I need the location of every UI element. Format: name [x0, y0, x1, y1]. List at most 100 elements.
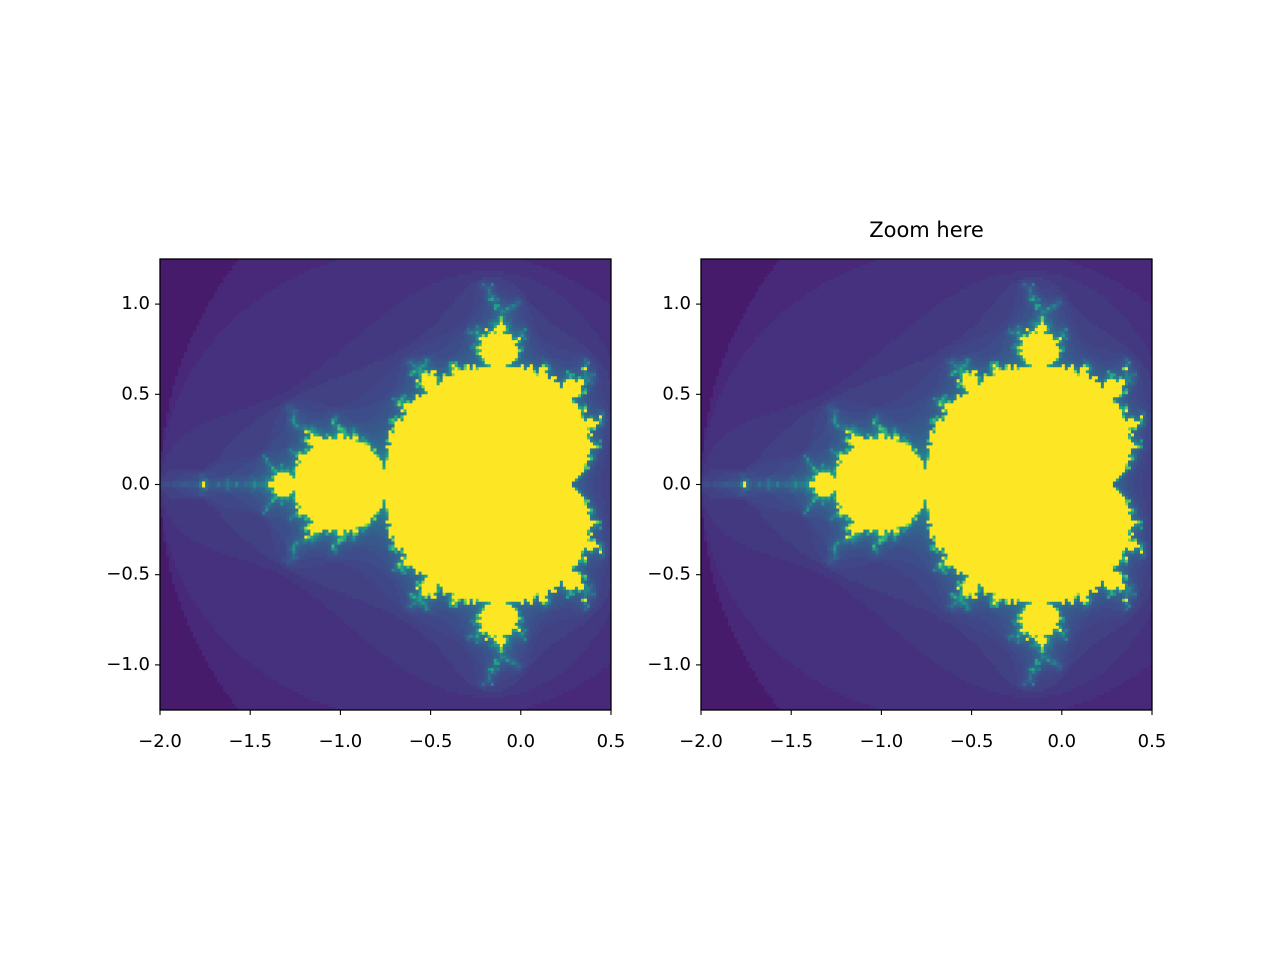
image-cell — [457, 274, 522, 278]
image-cell — [169, 418, 212, 422]
image-cell — [469, 313, 477, 317]
image-cell — [1046, 271, 1099, 275]
image-cell — [508, 322, 513, 326]
image-cell — [385, 463, 585, 467]
image-cell — [388, 568, 392, 573]
image-cell — [992, 370, 1075, 374]
image-cell — [475, 289, 483, 293]
image-cell — [583, 499, 591, 503]
image-cell — [701, 340, 732, 344]
x-tick-label: −2.0 — [138, 731, 182, 752]
image-cell — [583, 478, 588, 482]
image-cell — [547, 601, 552, 606]
image-cell — [298, 559, 362, 564]
image-cell — [595, 529, 600, 534]
image-cell — [160, 382, 176, 386]
image-cell — [400, 301, 456, 305]
image-cell — [583, 583, 588, 588]
image-cell — [373, 442, 383, 446]
image-cell — [1055, 343, 1060, 347]
image-cell — [169, 406, 176, 410]
image-cell — [430, 607, 450, 612]
image-cell — [280, 430, 287, 434]
image-cell — [505, 298, 516, 302]
image-cell — [1103, 376, 1108, 380]
image-cell — [532, 661, 573, 666]
image-cell — [292, 499, 296, 503]
image-cell — [250, 487, 254, 491]
image-cell — [391, 568, 395, 573]
image-cell — [1031, 304, 1036, 308]
image-cell — [604, 532, 612, 537]
image-cell — [526, 598, 534, 603]
image-cell — [334, 430, 338, 434]
image-cell — [595, 502, 600, 506]
image-cell — [241, 499, 257, 503]
image-cell — [382, 541, 386, 546]
image-cell — [235, 436, 272, 440]
image-cell — [538, 367, 549, 371]
image-cell — [160, 316, 203, 320]
image-cell — [373, 361, 398, 365]
image-cell — [604, 466, 612, 470]
image-cell — [301, 574, 365, 579]
image-cell — [580, 592, 585, 597]
image-cell — [295, 535, 299, 540]
image-cell — [352, 538, 356, 543]
image-cell — [541, 619, 558, 624]
image-cell — [493, 676, 498, 681]
image-cell — [328, 421, 332, 425]
image-cell — [361, 367, 392, 371]
image-cell — [271, 472, 275, 476]
image-cell — [1055, 298, 1060, 302]
image-cell — [604, 571, 612, 576]
image-cell — [361, 634, 425, 639]
image-cell — [277, 529, 290, 534]
image-cell — [1142, 385, 1153, 389]
image-cell — [475, 613, 480, 618]
image-cell — [160, 661, 209, 666]
image-cell — [577, 481, 582, 485]
image-cell — [592, 478, 603, 482]
image-cell — [328, 553, 335, 558]
image-cell — [367, 526, 371, 530]
image-cell — [337, 436, 344, 440]
image-cell — [265, 478, 269, 482]
image-cell — [986, 361, 991, 365]
image-cell — [517, 601, 522, 606]
image-cell — [160, 379, 176, 383]
image-cell — [163, 535, 167, 540]
image-cell — [1016, 322, 1024, 326]
image-cell — [598, 586, 603, 591]
image-cell — [595, 517, 600, 521]
image-cell — [160, 529, 164, 534]
image-cell — [169, 496, 206, 500]
image-cell — [1010, 331, 1015, 335]
image-cell — [1127, 361, 1132, 365]
image-cell — [1067, 328, 1072, 332]
image-cell — [292, 433, 299, 437]
image-cell — [412, 607, 416, 612]
image-cell — [1133, 358, 1141, 362]
image-cell — [160, 628, 191, 633]
image-cell — [253, 511, 260, 515]
image-cell — [511, 328, 516, 332]
image-cell — [394, 391, 401, 395]
image-cell — [589, 454, 594, 458]
image-cell — [520, 658, 531, 663]
image-cell — [1130, 325, 1153, 329]
image-cell — [166, 424, 170, 428]
image-cell — [496, 313, 501, 317]
image-cell — [583, 463, 588, 467]
image-cell — [457, 364, 462, 368]
image-cell — [1043, 304, 1051, 308]
image-cell — [538, 331, 567, 335]
image-cell — [256, 481, 260, 485]
image-cell — [223, 478, 227, 482]
image-cell — [541, 283, 582, 287]
image-cell — [337, 418, 341, 422]
image-cell — [478, 346, 519, 350]
image-cell — [187, 487, 200, 491]
image-cell — [929, 310, 988, 314]
image-cell — [583, 568, 588, 573]
